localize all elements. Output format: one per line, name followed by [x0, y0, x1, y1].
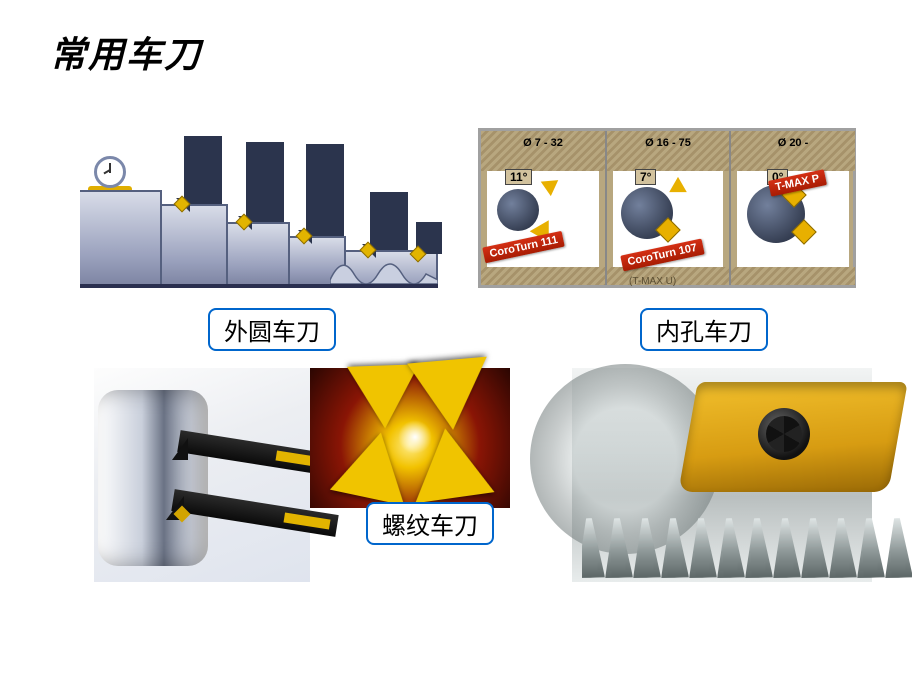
- slide-title: 常用车刀: [50, 26, 202, 78]
- tool-holder: [246, 142, 284, 222]
- workpiece-step: [228, 222, 290, 284]
- photo-threading-tool-gear: [572, 368, 872, 582]
- workpiece-step: [162, 204, 228, 284]
- label-thread-turning: 螺纹车刀: [366, 502, 494, 545]
- label-external-turning: 外圆车刀: [208, 308, 336, 351]
- diameter-range: Ø 20 -: [731, 137, 855, 149]
- carbide-insert-icon: [669, 177, 687, 192]
- label-internal-turning: 内孔车刀: [640, 308, 768, 351]
- workpiece-step: [80, 190, 162, 284]
- photo-threading-inserts: [310, 368, 510, 508]
- photo-external-holders: [94, 368, 310, 582]
- stopwatch-icon: [94, 156, 126, 188]
- tool-holder: [184, 136, 222, 204]
- tool-holder: [306, 144, 344, 236]
- baseline: [80, 284, 438, 288]
- diameter-range: Ø 16 - 75: [607, 137, 729, 149]
- tool-holder: [370, 192, 408, 250]
- footer-note: (T-MAX U): [629, 276, 676, 287]
- clearance-angle: 11°: [505, 169, 532, 185]
- internal-boring-diagram: Ø 7 - 32 Ø 16 - 75 Ø 20 - 11° 7° 0° Coro…: [478, 128, 856, 288]
- clearance-angle: 7°: [635, 169, 656, 185]
- diameter-range: Ø 7 - 32: [481, 137, 605, 149]
- external-turning-diagram: [80, 128, 438, 288]
